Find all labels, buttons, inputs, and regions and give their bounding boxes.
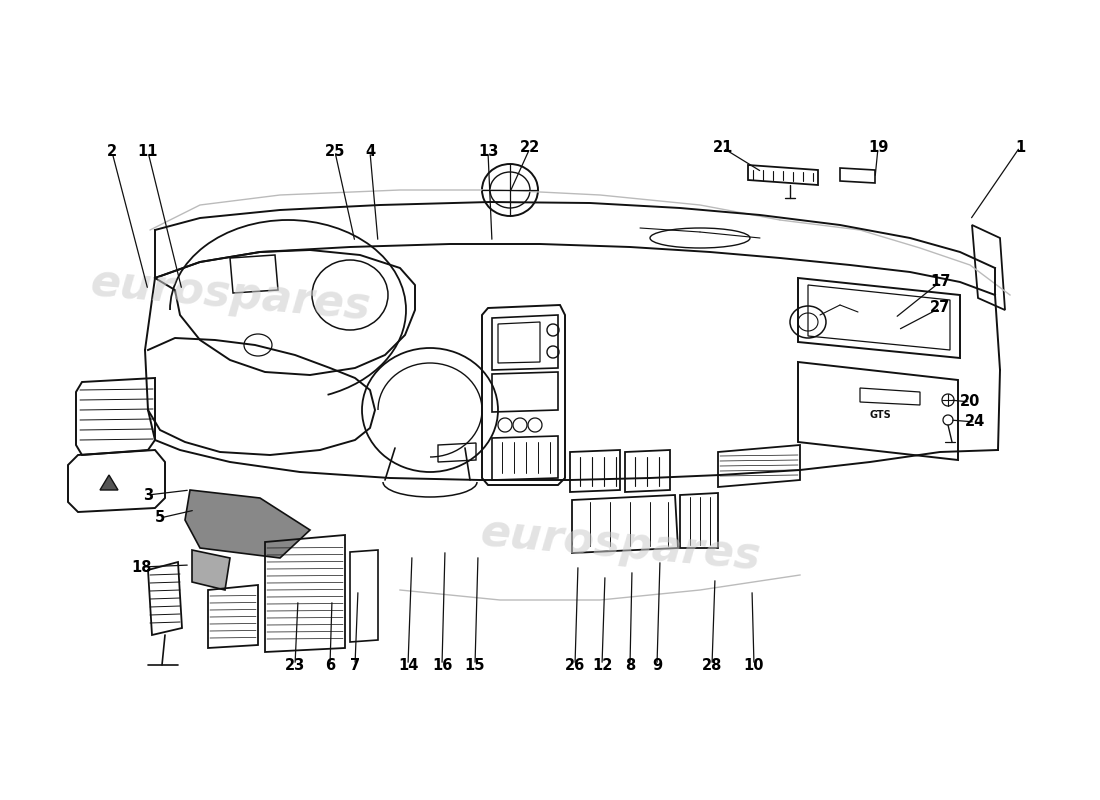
Text: eurospares: eurospares [88,262,372,329]
Text: 17: 17 [930,274,950,290]
Text: 2: 2 [107,145,117,159]
Text: 10: 10 [744,658,764,673]
Text: 22: 22 [520,141,540,155]
Text: 15: 15 [464,658,485,673]
Text: 4: 4 [365,145,375,159]
Text: 18: 18 [132,559,152,574]
Text: 11: 11 [138,145,158,159]
Text: 27: 27 [930,301,950,315]
Text: 19: 19 [868,141,888,155]
Text: 23: 23 [285,658,305,673]
Text: 6: 6 [324,658,336,673]
Polygon shape [185,490,310,558]
Text: 25: 25 [324,145,345,159]
Text: 26: 26 [565,658,585,673]
Text: eurospares: eurospares [478,511,762,578]
Text: 24: 24 [965,414,986,430]
Text: 21: 21 [713,141,734,155]
Text: 5: 5 [155,510,165,526]
Polygon shape [192,550,230,590]
Text: 7: 7 [350,658,360,673]
Text: 14: 14 [398,658,418,673]
Text: 8: 8 [625,658,635,673]
Text: GTS: GTS [870,410,892,420]
Polygon shape [100,475,118,490]
Text: 9: 9 [652,658,662,673]
Text: 20: 20 [960,394,980,410]
Text: 28: 28 [702,658,723,673]
Text: 3: 3 [143,487,153,502]
Text: 12: 12 [592,658,613,673]
Text: 13: 13 [477,145,498,159]
Text: 16: 16 [432,658,452,673]
Text: 1: 1 [1015,139,1025,154]
